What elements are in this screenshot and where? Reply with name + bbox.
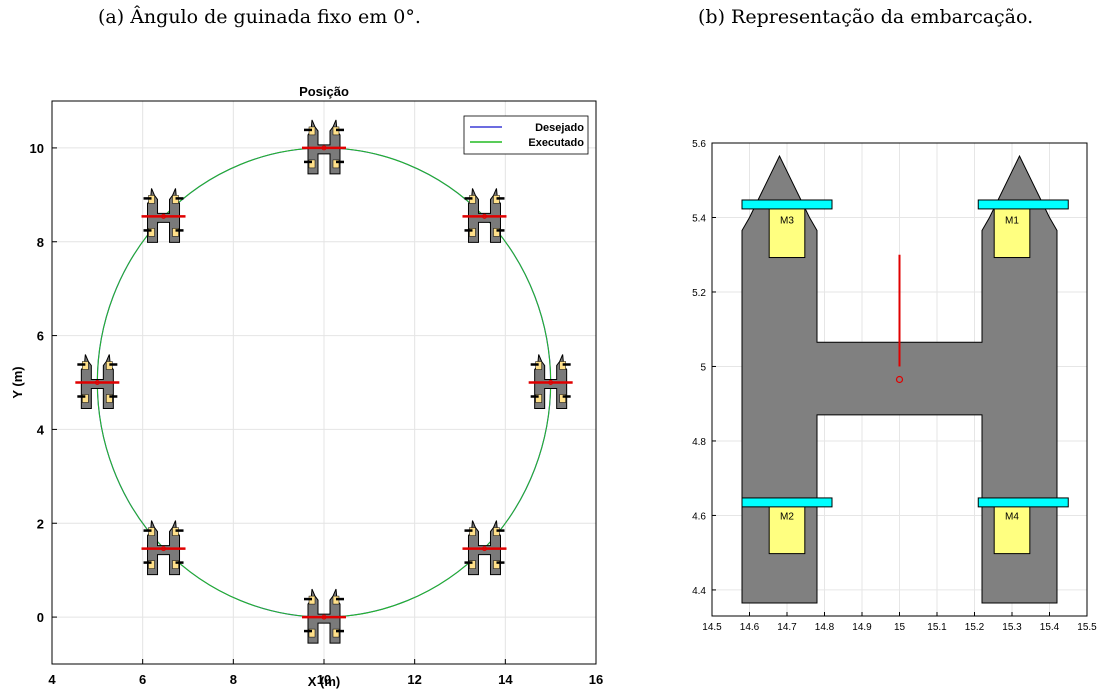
x-tick-label: 16	[589, 672, 603, 687]
y-tick-label: 4	[37, 422, 45, 437]
vessel-motor	[172, 228, 179, 237]
vessel-center-marker	[481, 213, 487, 219]
x-tick-label: 15.3	[1002, 622, 1022, 633]
caption-a: (a) Ângulo de guinada fixo em 0°.	[98, 6, 421, 28]
vessel-motor	[308, 628, 316, 638]
legend-label: Executado	[528, 137, 584, 149]
thruster-bar	[741, 199, 833, 210]
vessel-glyph-4	[302, 588, 346, 644]
vessel-motor	[308, 159, 316, 169]
vessel-glyph-6	[75, 354, 120, 409]
x-axis-label: X (m)	[308, 674, 341, 689]
x-tick-label: 6	[139, 672, 146, 687]
x-tick-label: 12	[407, 672, 421, 687]
vessel-center-marker	[94, 380, 100, 385]
vessel-motor	[559, 394, 566, 403]
legend-box	[463, 115, 589, 155]
vessel-center-marker	[321, 614, 327, 620]
x-tick-label: 15	[894, 622, 906, 633]
thruster-bar	[977, 497, 1069, 508]
x-tick-label: 4	[48, 672, 56, 687]
vessel-glyph-0	[302, 119, 346, 175]
x-tick-label: 14.9	[852, 622, 872, 633]
y-tick-label: 4.4	[692, 586, 706, 597]
vessel-motor	[332, 159, 340, 169]
vessel-glyph-7	[141, 188, 186, 243]
motor-box	[993, 499, 1031, 555]
thruster-bar	[977, 199, 1069, 210]
vessel-glyph-3	[462, 520, 507, 576]
vessel-motor	[82, 394, 89, 403]
y-tick-label: 5.2	[692, 288, 706, 299]
vessel-motor	[493, 228, 500, 237]
x-tick-label: 14.5	[702, 622, 722, 633]
x-tick-label: 14	[498, 672, 513, 687]
motor-box	[768, 499, 806, 555]
vessel-center-marker	[161, 213, 167, 219]
x-tick-label: 14.8	[815, 622, 835, 633]
motor-box	[768, 203, 806, 259]
y-tick-label: 0	[37, 610, 44, 625]
y-tick-label: 4.8	[692, 437, 706, 448]
x-tick-label: 10	[317, 672, 331, 687]
vessel-hull	[741, 154, 1058, 604]
y-tick-label: 2	[37, 516, 44, 531]
vessel-center-marker	[161, 546, 167, 552]
vessel-glyph-2	[528, 354, 573, 409]
y-tick-label: 10	[30, 141, 44, 156]
y-tick-label: 5.4	[692, 213, 706, 224]
axes-frame-b	[711, 142, 1088, 617]
x-tick-label: 14.6	[740, 622, 760, 633]
y-tick-label: 8	[37, 235, 44, 250]
motor-label: M3	[780, 215, 794, 226]
vessel-glyph-5	[141, 520, 186, 576]
y-axis-label: Y (m)	[10, 366, 25, 398]
center-marker	[895, 375, 904, 384]
x-tick-label: 15.2	[965, 622, 985, 633]
vessel-motor	[332, 628, 340, 638]
x-tick-label: 15.4	[1040, 622, 1060, 633]
vessel-motor	[106, 394, 113, 403]
vessel-motor	[535, 394, 542, 403]
axes-frame-a	[51, 100, 597, 665]
x-tick-label: 8	[230, 672, 237, 687]
x-tick-label: 15.1	[927, 622, 947, 633]
y-tick-label: 5	[700, 362, 706, 373]
motor-box	[993, 203, 1031, 259]
x-tick-label: 15.5	[1077, 622, 1097, 633]
vessel-motor	[469, 228, 476, 237]
x-tick-label: 14.7	[777, 622, 797, 633]
vessel-motor	[148, 228, 155, 237]
y-tick-label: 5.6	[692, 139, 706, 150]
legend-label: Desejado	[535, 122, 584, 134]
vessel-center-marker	[321, 145, 327, 151]
vessel-motor	[172, 560, 179, 569]
caption-b: (b) Representação da embarcação.	[698, 6, 1034, 28]
vessel-center-marker	[548, 380, 554, 385]
vessel-motor	[148, 560, 155, 569]
thruster-bar	[741, 497, 833, 508]
vessel-center-marker	[481, 546, 487, 552]
motor-label: M1	[1005, 215, 1019, 226]
vessel-motor	[469, 560, 476, 569]
motor-label: M4	[1005, 511, 1019, 522]
vessel-motor	[493, 560, 500, 569]
vessel-glyph-1	[462, 188, 507, 243]
motor-label: M2	[780, 511, 794, 522]
y-tick-label: 6	[37, 329, 44, 344]
chart-title: Posição	[299, 84, 349, 99]
y-tick-label: 4.6	[692, 511, 706, 522]
